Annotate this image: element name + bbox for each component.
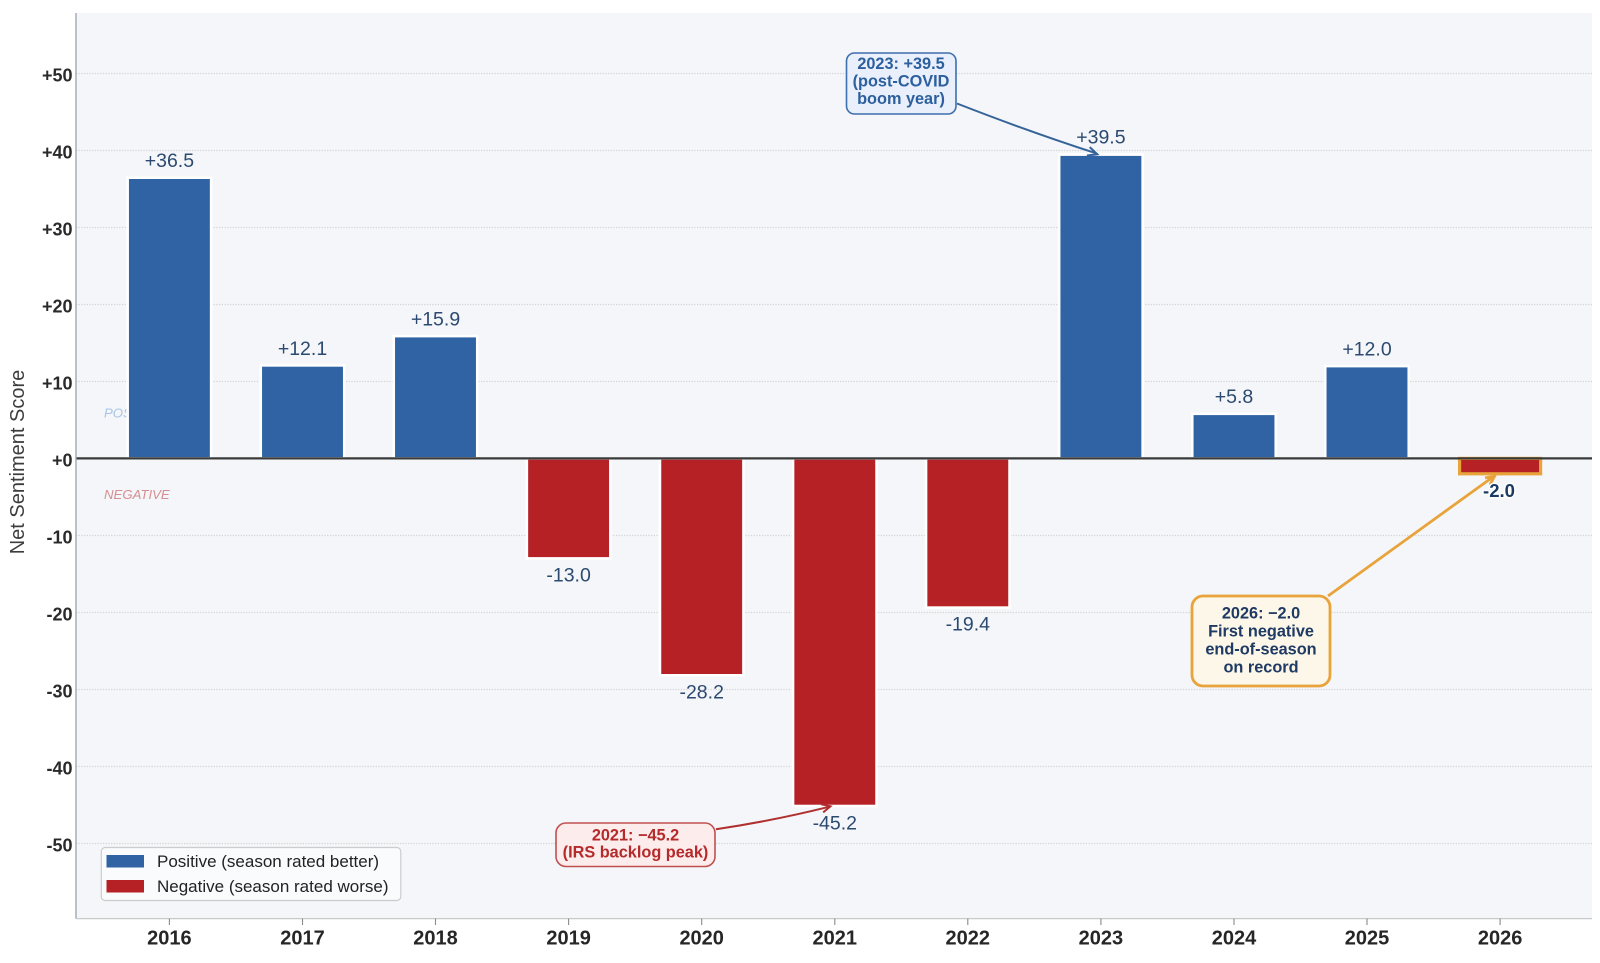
svg-text:2020: 2020 [679,928,724,950]
svg-text:(post-COVID: (post-COVID [853,73,950,91]
svg-text:2024: 2024 [1212,928,1257,950]
svg-text:-13.0: -13.0 [546,564,591,586]
svg-text:+30: +30 [42,220,73,240]
svg-text:+5.8: +5.8 [1215,386,1254,408]
svg-text:+50: +50 [42,66,73,86]
svg-text:on record: on record [1223,658,1298,676]
svg-text:+20: +20 [42,297,73,317]
svg-text:-28.2: -28.2 [679,681,723,703]
svg-text:2018: 2018 [413,928,458,950]
svg-text:2025: 2025 [1345,928,1390,950]
svg-text:-19.4: -19.4 [946,614,991,636]
svg-text:boom year): boom year) [857,90,945,108]
svg-text:+15.9: +15.9 [411,309,460,331]
svg-text:2023: +39.5: 2023: +39.5 [857,55,944,73]
svg-text:2016: 2016 [147,928,192,950]
svg-text:+10: +10 [42,374,73,394]
svg-text:-20: -20 [46,605,72,625]
svg-text:+0: +0 [52,451,73,471]
svg-text:2017: 2017 [280,928,325,950]
svg-text:2021: −45.2: 2021: −45.2 [592,826,679,844]
svg-text:(IRS backlog peak): (IRS backlog peak) [563,844,709,862]
svg-text:-2.0: -2.0 [1483,480,1515,501]
svg-text:Positive (season rated better): Positive (season rated better) [157,852,379,871]
svg-text:+12.0: +12.0 [1342,339,1391,361]
svg-text:+36.5: +36.5 [145,150,194,172]
svg-text:First negative: First negative [1208,622,1314,640]
svg-text:-30: -30 [46,682,72,702]
svg-text:end-of-season: end-of-season [1205,640,1316,658]
svg-text:2022: 2022 [946,928,991,950]
svg-text:-10: -10 [46,528,72,548]
svg-text:2019: 2019 [546,928,591,950]
svg-text:NEGATIVE: NEGATIVE [104,487,170,502]
svg-text:Net Sentiment Score: Net Sentiment Score [7,370,29,555]
svg-text:2023: 2023 [1079,928,1124,950]
svg-text:-50: -50 [46,836,72,856]
svg-text:2026: 2026 [1478,928,1523,950]
svg-text:-40: -40 [46,759,72,779]
svg-text:2021: 2021 [813,928,858,950]
svg-text:-45.2: -45.2 [813,812,857,834]
svg-text:+12.1: +12.1 [278,338,327,360]
svg-text:Negative (season rated worse): Negative (season rated worse) [157,877,389,896]
svg-text:2026: −2.0: 2026: −2.0 [1222,604,1300,622]
svg-text:+39.5: +39.5 [1076,127,1125,149]
svg-text:+40: +40 [42,143,73,163]
